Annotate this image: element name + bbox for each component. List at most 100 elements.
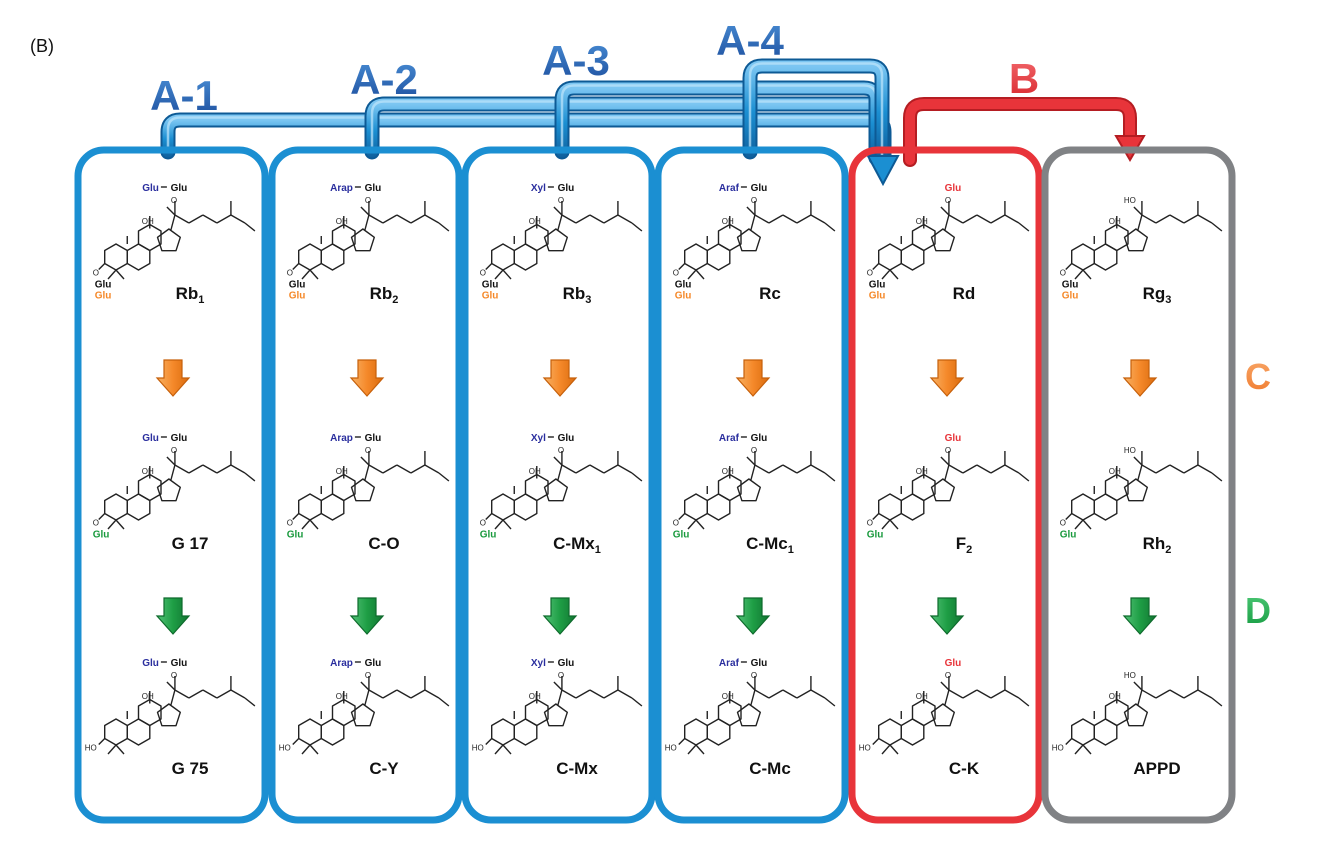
- ring-a: [491, 493, 515, 521]
- compound-name: Rh2: [1143, 534, 1172, 556]
- chain-bond: [1183, 214, 1199, 224]
- chain-bond: [948, 214, 964, 224]
- c20-bond: [1137, 464, 1143, 481]
- sugar-20-glu: Glu: [751, 433, 768, 444]
- side-label-d: D: [1245, 590, 1271, 631]
- chain-bond: [188, 214, 204, 224]
- c20-bond: [557, 464, 563, 481]
- methyl: [881, 269, 891, 280]
- ring-a: [1070, 718, 1096, 746]
- oh-20: HO: [1124, 196, 1136, 205]
- route-label-a1: A-1: [150, 72, 218, 119]
- c21-methyl: [553, 206, 563, 216]
- c21-methyl: [1133, 456, 1143, 466]
- compound-name: C-O: [368, 534, 399, 553]
- c21-methyl: [166, 681, 176, 691]
- sugar-20-glu: Glu: [365, 183, 382, 194]
- sugar-20-outer: Araf: [719, 183, 740, 194]
- o-20: O: [751, 671, 757, 680]
- molecule-rg3-2: OH HO HO APPD: [1052, 671, 1223, 778]
- ring-a: [684, 243, 708, 271]
- compound-name: G 17: [172, 534, 209, 553]
- chain-bond: [796, 689, 812, 699]
- chain-bond: [382, 464, 398, 474]
- chain-bond: [962, 689, 978, 699]
- c3-bond: [872, 738, 880, 745]
- compound-name: C-Mx: [556, 759, 598, 778]
- sugar-3-outer: Glu: [289, 291, 306, 302]
- sugar-20-outer: Glu: [142, 658, 159, 669]
- methyl: [494, 269, 504, 280]
- c21-methyl: [940, 456, 950, 466]
- molecule-rb2-2: OH O Glu Arap HO C-Y: [279, 658, 450, 778]
- methyl: [115, 744, 125, 755]
- chain-bond: [202, 214, 218, 224]
- ring-d: [930, 703, 955, 727]
- molecule-rb3-1: OH O Glu Xyl O Glu C-Mx1: [480, 433, 643, 556]
- oh-12: OH: [1109, 692, 1121, 701]
- sugar-3-inner: Glu: [289, 280, 306, 291]
- chain-bond: [216, 464, 232, 474]
- chain-bond: [188, 464, 204, 474]
- c21-methyl: [1133, 206, 1143, 216]
- chain-bond: [796, 464, 812, 474]
- methyl: [1074, 519, 1084, 530]
- molecule-rb1-1: OH O Glu Glu O Glu G 17: [93, 433, 256, 553]
- molecule-rg3-1: OH HO O Glu Rh2: [1060, 446, 1223, 556]
- chain-bond: [603, 464, 619, 474]
- ring-a: [491, 718, 515, 746]
- chain-bond: [1004, 689, 1020, 699]
- ring-c: [717, 698, 742, 727]
- c20-bond: [1137, 689, 1143, 706]
- chain-bond: [424, 689, 440, 699]
- chain-bond: [1169, 689, 1185, 699]
- methyl: [1074, 269, 1084, 280]
- chain-bond: [782, 464, 798, 474]
- molecule-rd-2: OH O Glu HO C-K: [859, 658, 1030, 778]
- chain-bond: [768, 464, 784, 474]
- o-20: O: [171, 671, 177, 680]
- o-20: O: [558, 196, 564, 205]
- chain-bond: [782, 689, 798, 699]
- ring-c: [911, 223, 936, 252]
- oh-3: HO: [472, 744, 484, 753]
- sugar-20-glu: Glu: [171, 183, 188, 194]
- chain-methyl: [824, 472, 836, 482]
- column-box-rc: [654, 146, 849, 824]
- chain-bond: [1155, 214, 1171, 224]
- chain-bond: [1197, 464, 1213, 474]
- o-3: O: [867, 269, 873, 278]
- ring-a: [1070, 243, 1096, 271]
- chain-bond: [424, 464, 440, 474]
- chain-bond: [810, 214, 826, 224]
- ring-c: [331, 223, 356, 252]
- sugar-3-inner: Glu: [482, 280, 499, 291]
- ring-a: [298, 243, 322, 271]
- ring-a: [878, 718, 902, 746]
- c3-bond: [1065, 738, 1073, 745]
- green-arrow: [542, 597, 578, 635]
- o-3: O: [287, 269, 293, 278]
- chain-bond: [575, 464, 591, 474]
- sugar-20-glu: Glu: [558, 183, 575, 194]
- ring-c: [331, 698, 356, 727]
- c3-bond: [98, 738, 106, 745]
- sugar-3-single: Glu: [480, 530, 497, 541]
- chain-bond: [174, 464, 190, 474]
- sugar-3-single: Glu: [93, 530, 110, 541]
- chain-bond: [216, 214, 232, 224]
- oh-12: OH: [916, 692, 928, 701]
- chain-bond: [768, 689, 784, 699]
- route-a4-pipe-highlight: [748, 62, 884, 157]
- c3-bond: [485, 513, 493, 520]
- c3-bond: [485, 738, 493, 745]
- chain-bond: [368, 214, 384, 224]
- sugar-20-outer: Xyl: [531, 433, 546, 444]
- chain-bond: [410, 689, 426, 699]
- oh-20: HO: [1124, 671, 1136, 680]
- sugar-20-glu: Glu: [751, 658, 768, 669]
- chain-bond: [768, 214, 784, 224]
- methyl: [115, 269, 125, 280]
